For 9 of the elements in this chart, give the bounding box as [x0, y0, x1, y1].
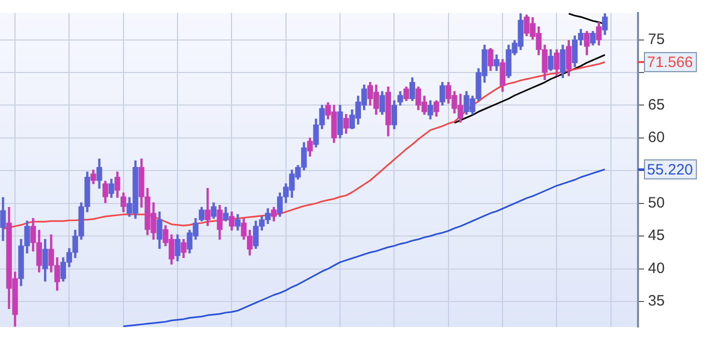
- y-tick-label: 75: [648, 30, 665, 48]
- y-tick-label: 50: [648, 194, 665, 212]
- y-tick-label: 60: [648, 129, 665, 146]
- text: 55.220: [647, 161, 693, 178]
- text: 71.566: [647, 54, 693, 72]
- y-tick-label: 40: [648, 260, 665, 277]
- y-tick-label: 35: [648, 292, 665, 310]
- y-tick-label: 45: [648, 227, 665, 244]
- y-tick-label: 65: [648, 96, 665, 114]
